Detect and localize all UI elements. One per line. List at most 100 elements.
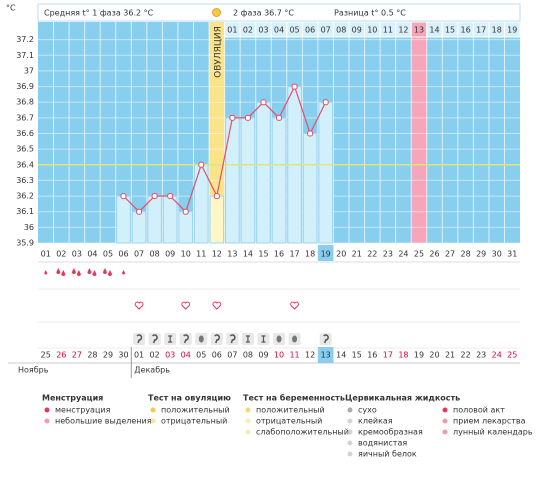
mucus-icon <box>168 335 173 343</box>
legend-icon <box>347 429 353 435</box>
today-date-cell <box>317 347 334 363</box>
legend-item: водянистая <box>358 439 407 448</box>
mucus-icon <box>276 335 282 343</box>
x-tick-label: 11 <box>196 250 206 259</box>
date-label: 10 <box>274 351 284 360</box>
y-tick-label: 37.1 <box>16 51 34 60</box>
phase2-day: 06 <box>305 26 315 35</box>
legend-icon <box>347 440 353 446</box>
temp-point <box>276 114 283 121</box>
date-label: 04 <box>181 351 191 360</box>
date-label: 14 <box>336 351 346 360</box>
mucus-bg <box>226 333 239 345</box>
legend-item: менструация <box>55 406 111 415</box>
x-tick-label: 08 <box>150 250 160 259</box>
mucus-icon <box>229 334 236 344</box>
legend-icon <box>150 407 156 413</box>
month-label: Декабрь <box>134 366 170 375</box>
phase2-day: 07 <box>321 26 331 35</box>
x-tick-label: 31 <box>507 250 517 259</box>
y-tick-label: 36.7 <box>16 113 34 122</box>
legend-item: сухо <box>358 406 377 415</box>
legend-icon <box>44 407 50 413</box>
mucus-bg <box>319 333 332 345</box>
date-label: 15 <box>352 351 362 360</box>
legend-item: клейкая <box>358 417 393 426</box>
mucus-icon <box>152 334 158 344</box>
temp-bar <box>131 211 147 244</box>
x-tick-label: 23 <box>383 250 393 259</box>
temp-bar <box>178 211 193 244</box>
date-label: 19 <box>414 351 424 360</box>
legend-icon <box>442 418 448 424</box>
mucus-bg <box>210 333 223 345</box>
temp-point <box>151 193 158 200</box>
heart-icon <box>181 301 191 310</box>
unit-label: °C <box>6 4 16 13</box>
legend-item: лунный календарь <box>453 428 533 437</box>
pink-column <box>411 22 427 243</box>
mucus-icon <box>214 334 221 344</box>
date-label: 16 <box>367 351 377 360</box>
x-tick-label: 26 <box>429 250 439 259</box>
legend-icon <box>442 407 448 413</box>
y-tick-label: 36.1 <box>16 207 34 216</box>
temp-bar <box>162 195 178 244</box>
temp-bar <box>116 195 131 244</box>
phase2-day: 14 <box>429 26 439 35</box>
legend-item: яичный белок <box>358 450 417 459</box>
phase2-day: 03 <box>258 26 268 35</box>
mucus-icon <box>323 334 329 344</box>
date-label: 21 <box>445 351 455 360</box>
difference: Разница t° 0.5 °C <box>334 9 406 18</box>
phase2-day: 11 <box>383 26 393 35</box>
x-tick-label: 22 <box>367 250 377 259</box>
menstruation-icon <box>102 268 112 276</box>
mucus-icon <box>136 334 143 344</box>
date-label: 08 <box>243 351 253 360</box>
x-tick-label: 10 <box>181 250 191 259</box>
phase2-day: 17 <box>476 26 486 35</box>
date-label: 23 <box>476 351 486 360</box>
phase2-day: 04 <box>274 26 284 35</box>
phase2-day: 13 <box>414 26 424 35</box>
legend-icon <box>245 407 251 413</box>
x-tick-label: 14 <box>243 250 253 259</box>
phase2-day: 19 <box>507 26 517 35</box>
date-label: 09 <box>258 351 268 360</box>
y-tick-label: 36 <box>24 223 34 232</box>
legend-item: отрицательный <box>161 417 227 426</box>
legend-icon <box>442 429 448 435</box>
legend-icon <box>150 418 156 424</box>
ovulation-label: ОВУЛЯЦИЯ <box>213 26 223 78</box>
date-label: 13 <box>321 351 331 360</box>
temp-bar <box>209 195 225 244</box>
month-label: Ноябрь <box>18 366 49 375</box>
legend-item: прием лекарства <box>453 417 526 426</box>
x-tick-label: 30 <box>492 250 502 259</box>
x-tick-label: 06 <box>118 250 128 259</box>
legend-icon <box>245 418 251 424</box>
phase2-avg: 2 фаза 36.7 °C <box>233 9 294 18</box>
date-label: 25 <box>41 351 51 360</box>
y-tick-label: 36.4 <box>16 160 34 169</box>
date-label: 24 <box>492 351 502 360</box>
temp-point <box>260 99 267 106</box>
sun-icon <box>212 8 221 17</box>
date-label: 12 <box>305 351 315 360</box>
legend-icon <box>347 418 353 424</box>
heart-icon <box>134 301 144 310</box>
mucus-icon <box>183 334 189 344</box>
menstruation-icon <box>87 268 97 276</box>
temp-point <box>229 114 236 121</box>
phase2-day: 18 <box>492 26 502 35</box>
temp-bar <box>318 101 333 244</box>
header-box <box>37 3 521 22</box>
date-label: 06 <box>212 351 222 360</box>
legend-item: кремообразная <box>358 428 423 437</box>
y-tick-label: 35.9 <box>16 239 34 248</box>
y-tick-label: 36.2 <box>16 192 34 201</box>
phase2-day: 09 <box>352 26 362 35</box>
x-tick-label: 29 <box>476 250 486 259</box>
